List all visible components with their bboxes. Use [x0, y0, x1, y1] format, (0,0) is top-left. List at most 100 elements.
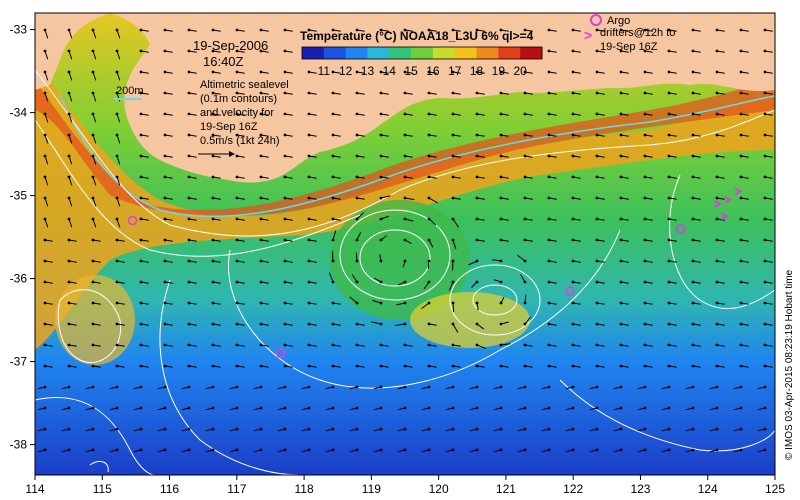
x-tick-label: 124	[698, 482, 718, 496]
velocity-vector-origin	[523, 448, 527, 452]
velocity-vector	[371, 321, 382, 325]
argo-float-marker	[275, 348, 286, 359]
velocity-vector	[395, 323, 406, 326]
velocity-vector-origin	[403, 133, 407, 137]
velocity-vector-origin	[211, 49, 215, 53]
velocity-vector-origin	[763, 343, 767, 347]
velocity-vector-origin	[691, 301, 695, 305]
velocity-vector-origin	[403, 406, 407, 410]
velocity-vector-origin	[547, 112, 551, 116]
velocity-vector-origin	[355, 112, 359, 116]
velocity-vector-origin	[739, 112, 743, 116]
velocity-vector-origin	[763, 175, 767, 179]
velocity-vector	[500, 343, 511, 346]
velocity-vector	[476, 344, 487, 350]
velocity-vector-origin	[427, 280, 431, 284]
velocity-vector-origin	[739, 49, 743, 53]
velocity-vector-origin	[643, 28, 647, 32]
velocity-vector-origin	[355, 448, 359, 452]
velocity-vector-origin	[67, 28, 71, 32]
velocity-vector-origin	[139, 154, 143, 158]
velocity-vector-origin	[139, 133, 143, 137]
velocity-vector-origin	[595, 112, 599, 116]
colorbar-swatch	[323, 47, 347, 59]
velocity-vector-origin	[427, 385, 431, 389]
velocity-vector-origin	[187, 154, 191, 158]
velocity-vector-origin	[283, 28, 287, 32]
velocity-vector-origin	[739, 406, 743, 410]
velocity-vector-origin	[451, 154, 455, 158]
velocity-vector-origin	[139, 385, 143, 389]
velocity-vector-origin	[451, 448, 455, 452]
velocity-vector-origin	[691, 238, 695, 242]
velocity-vector-origin	[619, 112, 623, 116]
velocity-vector	[423, 281, 430, 290]
velocity-vector-origin	[307, 154, 311, 158]
velocity-vector	[44, 71, 49, 81]
velocity-vector-origin	[355, 406, 359, 410]
velocity-vector-origin	[115, 154, 119, 158]
velocity-vector	[404, 218, 414, 222]
velocity-vector-origin	[259, 112, 263, 116]
velocity-vector-origin	[67, 322, 71, 326]
x-tick-label: 116	[160, 482, 179, 496]
velocity-vector	[92, 134, 97, 144]
velocity-vector-origin	[259, 175, 263, 179]
velocity-vector-origin	[283, 280, 287, 284]
velocity-vector-origin	[115, 49, 119, 53]
velocity-vector-origin	[283, 133, 287, 137]
velocity-vector	[452, 239, 457, 250]
colorbar-swatch	[432, 47, 456, 59]
velocity-vector-origin	[667, 175, 671, 179]
velocity-vector-origin	[211, 217, 215, 221]
velocity-vector-origin	[91, 49, 95, 53]
velocity-vector-origin	[283, 238, 287, 242]
velocity-vector	[517, 254, 526, 262]
velocity-vector-origin	[547, 175, 551, 179]
velocity-vector-origin	[67, 175, 71, 179]
velocity-vector-origin	[43, 154, 47, 158]
colorbar-tick-label: 14	[383, 64, 397, 78]
velocity-vector-origin	[523, 133, 527, 137]
velocity-vector-origin	[115, 280, 119, 284]
velocity-vector-origin	[163, 217, 167, 221]
velocity-vector-origin	[283, 301, 287, 305]
velocity-vector-origin	[331, 133, 335, 137]
velocity-vector-origin	[187, 259, 191, 263]
velocity-vector-origin	[451, 133, 455, 137]
velocity-vector-origin	[307, 301, 311, 305]
velocity-vector-origin	[763, 49, 767, 53]
velocity-vector-origin	[139, 196, 143, 200]
velocity-vector-origin	[283, 112, 287, 116]
velocity-vector-origin	[115, 28, 119, 32]
velocity-vector-origin	[307, 133, 311, 137]
velocity-vector-origin	[523, 259, 527, 263]
velocity-vector-origin	[619, 322, 623, 326]
velocity-vector-origin	[331, 196, 335, 200]
velocity-vector-origin	[163, 133, 167, 137]
velocity-vector-origin	[379, 448, 383, 452]
velocity-vector-origin	[163, 91, 167, 95]
drifter-chevron	[724, 195, 732, 204]
velocity-vector-origin	[163, 112, 167, 116]
velocity-vector-origin	[283, 322, 287, 326]
velocity-vector-origin	[715, 280, 719, 284]
velocity-vector-origin	[331, 28, 335, 32]
velocity-vector-origin	[355, 385, 359, 389]
velocity-vector-origin	[691, 91, 695, 95]
velocity-vector-origin	[475, 196, 479, 200]
velocity-vector-origin	[115, 112, 119, 116]
velocity-vector-origin	[307, 385, 311, 389]
velocity-vector-origin	[475, 238, 479, 242]
velocity-vector-origin	[763, 133, 767, 137]
velocity-vector-origin	[331, 448, 335, 452]
velocity-vector-origin	[139, 427, 143, 431]
x-axis: 114 115 116 117 118 119 120 121 122 123 124 125	[25, 475, 785, 496]
velocity-vector	[116, 134, 121, 144]
velocity-vector-origin	[499, 154, 503, 158]
velocity-vector-origin	[499, 112, 503, 116]
velocity-vector-origin	[427, 133, 431, 137]
velocity-vector-origin	[523, 28, 527, 32]
velocity-vector-origin	[307, 217, 311, 221]
velocity-vector-origin	[427, 448, 431, 452]
